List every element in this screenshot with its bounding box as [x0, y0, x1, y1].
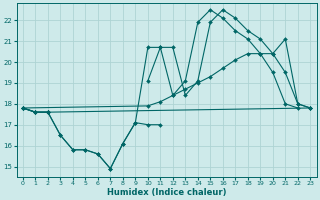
X-axis label: Humidex (Indice chaleur): Humidex (Indice chaleur)	[107, 188, 226, 197]
